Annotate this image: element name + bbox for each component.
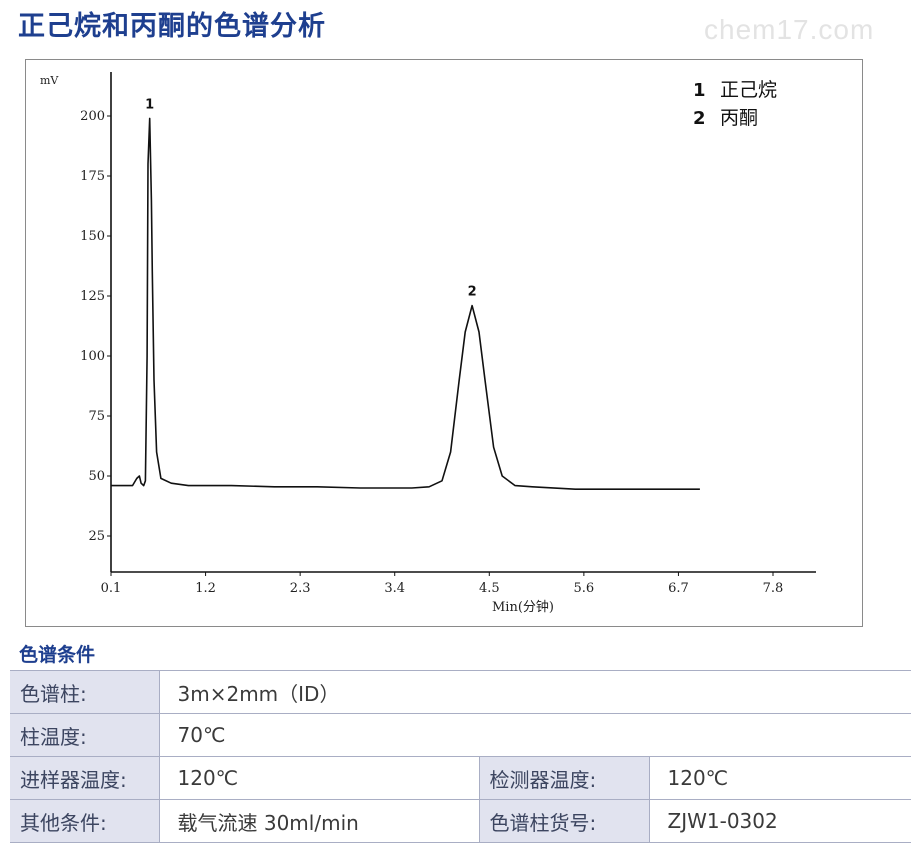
chromatogram-chart: 25 50 75 100 125 150 175 200 0.1 1.2 2.3 3.4 4.5 5.6… [25,59,863,627]
row-label-2: 色谱柱货号: [478,799,649,843]
legend-entry: 正己烷 [720,79,777,101]
x-tick-label: 6.7 [668,581,689,596]
table-row: 进样器温度: 120℃ 检测器温度: 120℃ [10,756,911,800]
x-tick-label: 5.6 [574,581,595,596]
row-label: 其他条件: [10,799,159,843]
legend-entry: 丙酮 [720,107,758,129]
table-row: 柱温度: 70℃ [10,713,911,757]
legend-number: 2 [693,108,706,129]
x-tick-label: 1.2 [195,581,216,596]
y-axis: 25 50 75 100 125 150 175 200 [80,72,112,572]
x-axis: 0.1 1.2 2.3 3.4 4.5 5.6 6.7 7.8 [101,571,816,596]
row-value-2: 120℃ [648,756,911,800]
row-label: 进样器温度: [10,756,159,800]
y-tick-label: 75 [88,409,105,424]
series-line [111,117,700,491]
peak-label: 2 [468,285,477,300]
legend: 1 正己烷 2 丙酮 [693,79,777,129]
legend-number: 1 [693,80,706,101]
table-row: 其他条件: 载气流速 30ml/min 色谱柱货号: ZJW1-0302 [10,799,911,843]
row-value: 70℃ [158,713,911,757]
row-value-2: ZJW1-0302 [648,799,911,843]
page-title: 正己烷和丙酮的色谱分析 [18,11,326,42]
y-axis-label: mV [40,74,59,87]
row-label-2: 检测器温度: [478,756,649,800]
x-tick-label: 7.8 [763,581,784,596]
peak-labels: 12 [145,97,476,299]
watermark: chem17.com [704,14,875,45]
row-label: 柱温度: [10,713,159,757]
x-axis-label: Min(分钟) [492,599,554,615]
y-tick-label: 100 [80,349,105,364]
row-label: 色谱柱: [10,670,159,714]
table-row: 色谱柱: 3m×2mm（ID） [10,670,911,714]
row-value: 载气流速 30ml/min [158,799,479,843]
x-tick-label: 3.4 [384,581,405,596]
trace [111,117,700,491]
row-value: 120℃ [158,756,479,800]
y-tick-label: 150 [80,229,105,244]
y-tick-label: 50 [88,469,105,484]
conditions-table: 色谱柱: 3m×2mm（ID） 柱温度: 70℃ 进样器温度: 120℃ 检测器… [10,670,911,843]
y-tick-label: 200 [80,109,105,124]
x-tick-label: 0.1 [101,581,122,596]
conditions-title: 色谱条件 [19,644,96,666]
y-tick-label: 175 [80,169,105,184]
x-tick-label: 4.5 [479,581,500,596]
peak-label: 1 [145,97,154,112]
y-tick-label: 25 [88,529,105,544]
chromatogram-svg: 25 50 75 100 125 150 175 200 0.1 1.2 2.3 3.4 4.5 5.6… [40,72,816,615]
x-tick-label: 2.3 [290,581,311,596]
y-tick-label: 125 [80,289,105,304]
row-value: 3m×2mm（ID） [158,670,911,714]
